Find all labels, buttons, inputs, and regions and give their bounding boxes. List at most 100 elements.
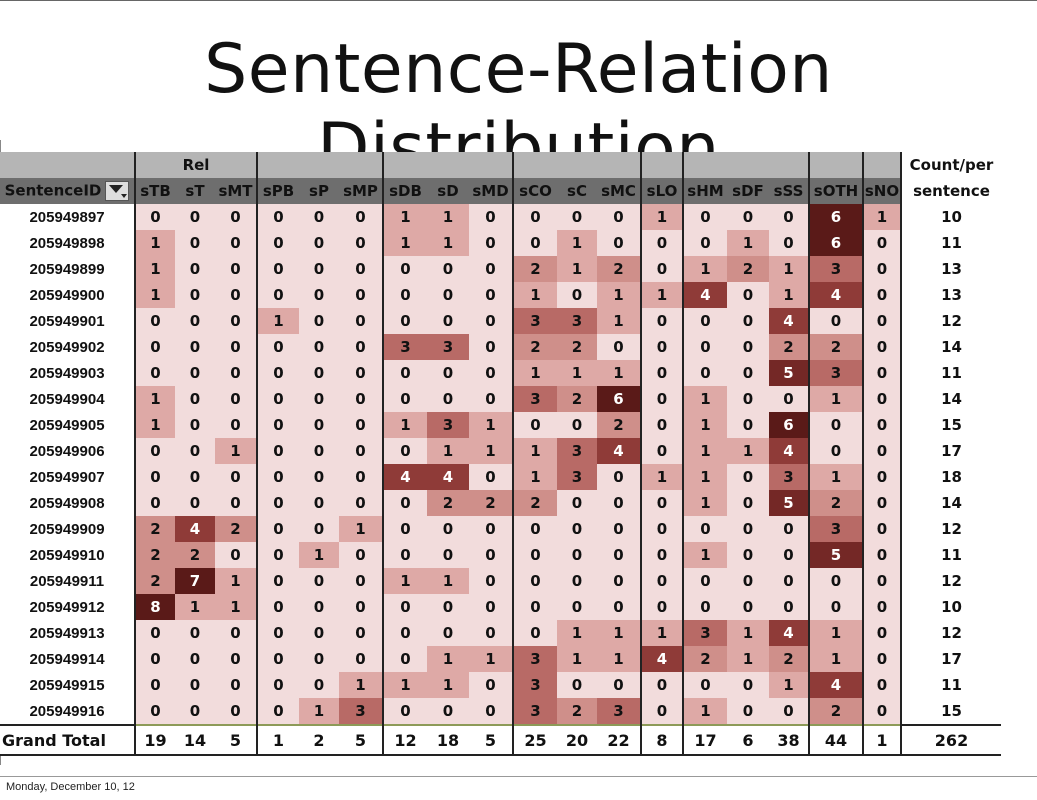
value-cell: 1 bbox=[469, 412, 513, 438]
value-cell: 0 bbox=[469, 698, 513, 725]
total-cell: 18 bbox=[427, 724, 469, 756]
value-cell: 0 bbox=[382, 360, 427, 386]
value-cell: 1 bbox=[862, 204, 901, 230]
table-row: 205949913 0 0 0 0 0 0 0 0 0 0 1 1 1 3 1 4 1 0 12 bbox=[0, 620, 1001, 646]
value-cell: 0 bbox=[256, 646, 299, 672]
value-cell: 0 bbox=[427, 308, 469, 334]
filter-dropdown-icon[interactable] bbox=[105, 181, 130, 201]
value-cell: 0 bbox=[175, 412, 215, 438]
value-cell: 3 bbox=[769, 464, 809, 490]
value-cell: 0 bbox=[727, 308, 769, 334]
top-border bbox=[0, 0, 1037, 1]
value-cell: 0 bbox=[175, 230, 215, 256]
value-cell: 0 bbox=[175, 464, 215, 490]
value-cell: 0 bbox=[469, 464, 513, 490]
value-cell: 0 bbox=[215, 308, 257, 334]
column-group-header bbox=[808, 152, 863, 178]
value-cell: 0 bbox=[512, 516, 557, 542]
value-cell: 5 bbox=[769, 360, 809, 386]
value-cell: 0 bbox=[175, 386, 215, 412]
column-header-sco: sCO bbox=[512, 178, 557, 204]
value-cell: 2 bbox=[808, 334, 863, 360]
total-cell: 1 bbox=[256, 724, 299, 756]
value-cell: 1 bbox=[808, 620, 863, 646]
value-cell: 0 bbox=[175, 204, 215, 230]
value-cell: 0 bbox=[256, 204, 299, 230]
value-cell: 8 bbox=[134, 594, 175, 620]
value-cell: 0 bbox=[597, 594, 641, 620]
value-cell: 0 bbox=[215, 412, 257, 438]
count-cell: 17 bbox=[900, 438, 1001, 464]
value-cell: 3 bbox=[557, 308, 597, 334]
sentence-id-cell: 205949915 bbox=[0, 672, 135, 698]
value-cell: 1 bbox=[382, 672, 427, 698]
table-row: 205949912 8 1 1 0 0 0 0 0 0 0 0 0 0 0 0 0 0 0 10 bbox=[0, 594, 1001, 620]
value-cell: 1 bbox=[557, 620, 597, 646]
value-cell: 0 bbox=[299, 412, 339, 438]
value-cell: 0 bbox=[382, 646, 427, 672]
value-cell: 1 bbox=[299, 698, 339, 725]
value-cell: 0 bbox=[597, 230, 641, 256]
value-cell: 0 bbox=[382, 516, 427, 542]
value-cell: 0 bbox=[862, 412, 901, 438]
value-cell: 1 bbox=[557, 230, 597, 256]
column-header-spb: sPB bbox=[256, 178, 299, 204]
sentence-id-cell: 205949905 bbox=[0, 412, 135, 438]
value-cell: 0 bbox=[862, 516, 901, 542]
value-cell: 0 bbox=[339, 230, 383, 256]
value-cell: 2 bbox=[134, 516, 175, 542]
value-cell: 1 bbox=[427, 204, 469, 230]
total-cell: 2 bbox=[299, 724, 339, 756]
value-cell: 0 bbox=[339, 464, 383, 490]
value-cell: 0 bbox=[469, 620, 513, 646]
value-cell: 0 bbox=[862, 334, 901, 360]
value-cell: 0 bbox=[597, 568, 641, 594]
value-cell: 1 bbox=[512, 360, 557, 386]
value-cell: 1 bbox=[134, 386, 175, 412]
column-group-header bbox=[382, 152, 513, 178]
value-cell: 0 bbox=[256, 542, 299, 568]
value-cell: 0 bbox=[382, 698, 427, 725]
value-cell: 0 bbox=[427, 516, 469, 542]
value-cell: 2 bbox=[597, 256, 641, 282]
sentence-id-cell: 205949908 bbox=[0, 490, 135, 516]
table-row: 205949901 0 0 0 1 0 0 0 0 0 3 3 1 0 0 0 4 0 0 12 bbox=[0, 308, 1001, 334]
slide-title: Sentence-Relation Distribution bbox=[204, 30, 833, 188]
value-cell: 1 bbox=[469, 646, 513, 672]
value-cell: 0 bbox=[682, 308, 727, 334]
value-cell: 0 bbox=[382, 542, 427, 568]
sentence-id-cell: 205949897 bbox=[0, 204, 135, 230]
count-cell: 15 bbox=[900, 698, 1001, 725]
value-cell: 0 bbox=[256, 490, 299, 516]
table-row: 205949909 2 4 2 0 0 1 0 0 0 0 0 0 0 0 0 0 3 0 12 bbox=[0, 516, 1001, 542]
value-cell: 0 bbox=[134, 672, 175, 698]
count-cell: 11 bbox=[900, 672, 1001, 698]
value-cell: 0 bbox=[682, 230, 727, 256]
count-cell: 17 bbox=[900, 646, 1001, 672]
value-cell: 3 bbox=[512, 308, 557, 334]
sentence-id-cell: 205949900 bbox=[0, 282, 135, 308]
value-cell: 0 bbox=[682, 334, 727, 360]
value-cell: 1 bbox=[682, 542, 727, 568]
grand-total-row: Grand Total 19 14 5 1 2 5 12 18 5 25 20 22 8 17 6 38 44 1 2… bbox=[0, 724, 1001, 756]
value-cell: 0 bbox=[597, 464, 641, 490]
value-cell: 0 bbox=[256, 438, 299, 464]
value-cell: 0 bbox=[382, 282, 427, 308]
value-cell: 1 bbox=[382, 412, 427, 438]
value-cell: 0 bbox=[427, 620, 469, 646]
count-header: Count/per sentence bbox=[900, 152, 1001, 204]
value-cell: 0 bbox=[862, 568, 901, 594]
value-cell: 5 bbox=[769, 490, 809, 516]
value-cell: 0 bbox=[299, 282, 339, 308]
value-cell: 7 bbox=[175, 568, 215, 594]
value-cell: 0 bbox=[769, 204, 809, 230]
column-header-soth: sOTH bbox=[808, 178, 863, 204]
total-cell: 20 bbox=[557, 724, 597, 756]
sentence-id-cell: 205949902 bbox=[0, 334, 135, 360]
value-cell: 0 bbox=[175, 438, 215, 464]
value-cell: 3 bbox=[427, 334, 469, 360]
value-cell: 0 bbox=[175, 620, 215, 646]
column-header-shm: sHM bbox=[682, 178, 727, 204]
value-cell: 0 bbox=[256, 334, 299, 360]
table-row: 205949906 0 0 1 0 0 0 0 1 1 1 3 4 0 1 1 4 0 0 17 bbox=[0, 438, 1001, 464]
